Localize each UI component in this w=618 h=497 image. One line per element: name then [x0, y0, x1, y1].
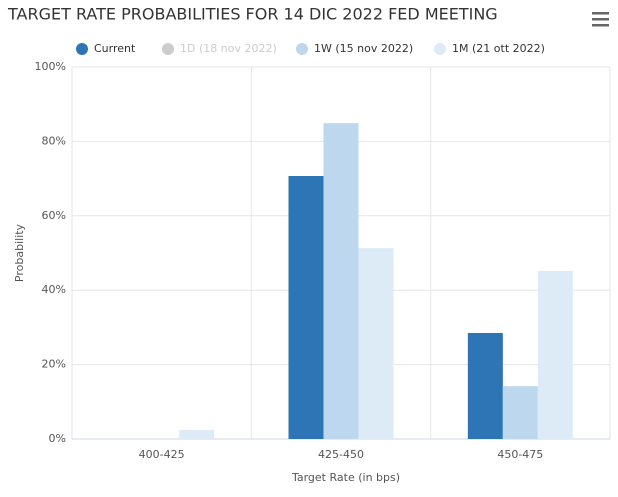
- legend-marker[interactable]: [162, 43, 174, 55]
- legend-label[interactable]: 1M (21 ott 2022): [452, 42, 545, 55]
- y-tick-label: 0%: [49, 432, 66, 445]
- legend-marker[interactable]: [296, 43, 308, 55]
- bar[interactable]: [288, 175, 324, 439]
- y-tick-label: 20%: [42, 358, 66, 371]
- y-axis-label: Probability: [13, 223, 26, 282]
- legend-marker[interactable]: [76, 43, 88, 55]
- bar[interactable]: [502, 386, 538, 439]
- legend-label[interactable]: 1W (15 nov 2022): [314, 42, 413, 55]
- legend-label[interactable]: 1D (18 nov 2022): [180, 42, 277, 55]
- y-tick-label: 80%: [42, 134, 66, 147]
- y-tick-label: 60%: [42, 209, 66, 222]
- bar[interactable]: [537, 270, 573, 439]
- legend-marker[interactable]: [434, 43, 446, 55]
- chart-title: TARGET RATE PROBABILITIES FOR 14 DIC 202…: [7, 5, 498, 24]
- x-tick-label: 425-450: [318, 448, 364, 461]
- bar[interactable]: [467, 332, 503, 439]
- bar[interactable]: [358, 248, 394, 439]
- x-tick-label: 450-475: [497, 448, 543, 461]
- x-axis-label: Target Rate (in bps): [291, 471, 400, 484]
- y-tick-label: 40%: [42, 283, 66, 296]
- y-tick-label: 100%: [35, 60, 66, 73]
- legend-label[interactable]: Current: [94, 42, 136, 55]
- x-tick-label: 400-425: [139, 448, 185, 461]
- bar[interactable]: [179, 430, 215, 439]
- bar[interactable]: [323, 123, 359, 439]
- menu-button[interactable]: [592, 12, 609, 27]
